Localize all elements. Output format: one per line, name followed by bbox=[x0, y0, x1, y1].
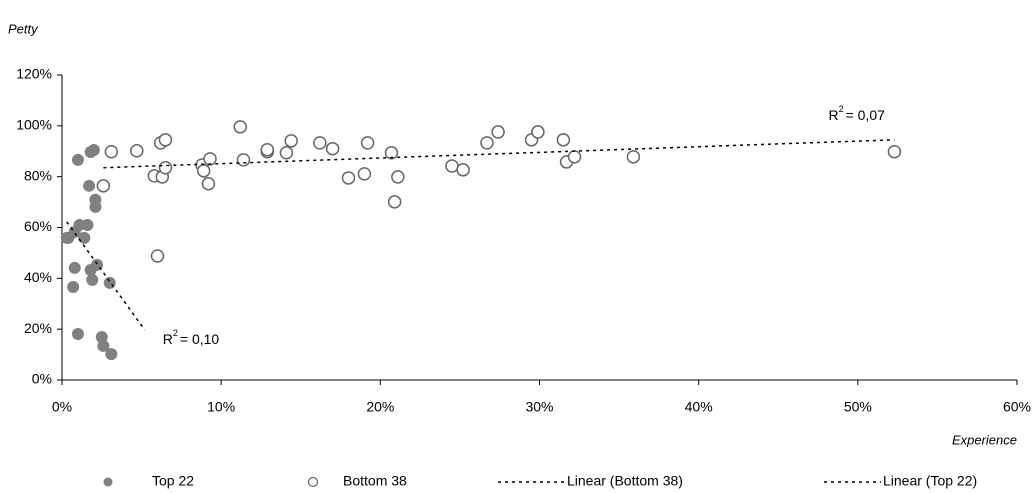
point bbox=[158, 161, 173, 175]
y-tick-label: 20% bbox=[24, 320, 52, 336]
point bbox=[626, 150, 641, 164]
point bbox=[201, 177, 216, 191]
point bbox=[387, 195, 402, 209]
point bbox=[279, 146, 294, 160]
point bbox=[81, 218, 94, 231]
point bbox=[236, 153, 251, 167]
point bbox=[97, 339, 110, 352]
legend-label: Linear (Bottom 38) bbox=[567, 473, 683, 489]
point bbox=[105, 348, 118, 361]
x-tick-label: 50% bbox=[844, 399, 872, 415]
annotation-text: R bbox=[828, 107, 838, 123]
point bbox=[313, 136, 327, 150]
trendline bbox=[66, 221, 146, 331]
point bbox=[86, 273, 99, 286]
point bbox=[456, 163, 470, 177]
point bbox=[96, 179, 111, 193]
point bbox=[60, 231, 73, 244]
point bbox=[325, 141, 340, 156]
y-axis-title: Petty bbox=[8, 21, 39, 36]
point bbox=[260, 142, 275, 157]
annotation-suffix: = 0,07 bbox=[846, 107, 886, 123]
point bbox=[104, 145, 119, 159]
x-tick-label: 60% bbox=[1003, 399, 1031, 415]
point bbox=[887, 145, 902, 159]
point bbox=[203, 152, 217, 166]
point bbox=[83, 179, 96, 192]
point bbox=[87, 143, 100, 156]
annotation: R2 = 0,10 bbox=[163, 328, 220, 346]
point bbox=[103, 276, 116, 289]
x-axis-title: Experience bbox=[952, 432, 1017, 447]
point bbox=[196, 164, 211, 178]
point bbox=[71, 327, 84, 340]
point bbox=[67, 280, 80, 293]
point bbox=[531, 125, 545, 139]
legend-label: Bottom 38 bbox=[343, 473, 407, 489]
point bbox=[284, 134, 298, 148]
point bbox=[391, 170, 405, 184]
x-tick-label: 40% bbox=[685, 399, 713, 415]
annotation-superscript: 2 bbox=[173, 328, 178, 338]
point bbox=[78, 231, 91, 244]
legend-marker bbox=[307, 476, 319, 488]
x-tick-label: 20% bbox=[366, 399, 394, 415]
y-tick-label: 100% bbox=[16, 117, 52, 133]
annotation-superscript: 2 bbox=[839, 104, 844, 114]
point bbox=[384, 146, 399, 160]
y-tick-label: 120% bbox=[16, 66, 52, 82]
point bbox=[130, 143, 144, 158]
point bbox=[95, 331, 108, 344]
point bbox=[556, 133, 571, 147]
point bbox=[158, 133, 173, 147]
point bbox=[445, 159, 459, 173]
point bbox=[360, 136, 375, 150]
legend-marker bbox=[103, 477, 113, 487]
y-tick-label: 80% bbox=[24, 167, 52, 183]
point bbox=[341, 171, 356, 185]
trendline bbox=[103, 139, 895, 169]
point bbox=[89, 200, 102, 213]
annotation: R2 = 0,07 bbox=[828, 104, 885, 122]
point bbox=[71, 153, 84, 166]
y-tick-label: 0% bbox=[32, 371, 52, 387]
x-tick-label: 0% bbox=[52, 399, 72, 415]
legend-label: Top 22 bbox=[152, 473, 194, 489]
annotation-suffix: = 0,10 bbox=[180, 331, 220, 347]
point bbox=[567, 150, 582, 164]
x-tick-label: 10% bbox=[207, 399, 235, 415]
point bbox=[357, 167, 372, 181]
annotation-text: R bbox=[163, 331, 173, 347]
point bbox=[150, 249, 165, 263]
y-tick-label: 60% bbox=[24, 218, 52, 234]
point bbox=[480, 136, 494, 150]
point bbox=[233, 120, 248, 134]
point bbox=[68, 261, 81, 274]
point bbox=[491, 125, 505, 139]
legend-label: Linear (Top 22) bbox=[883, 473, 977, 489]
y-tick-label: 40% bbox=[24, 269, 52, 285]
x-tick-label: 30% bbox=[525, 399, 553, 415]
